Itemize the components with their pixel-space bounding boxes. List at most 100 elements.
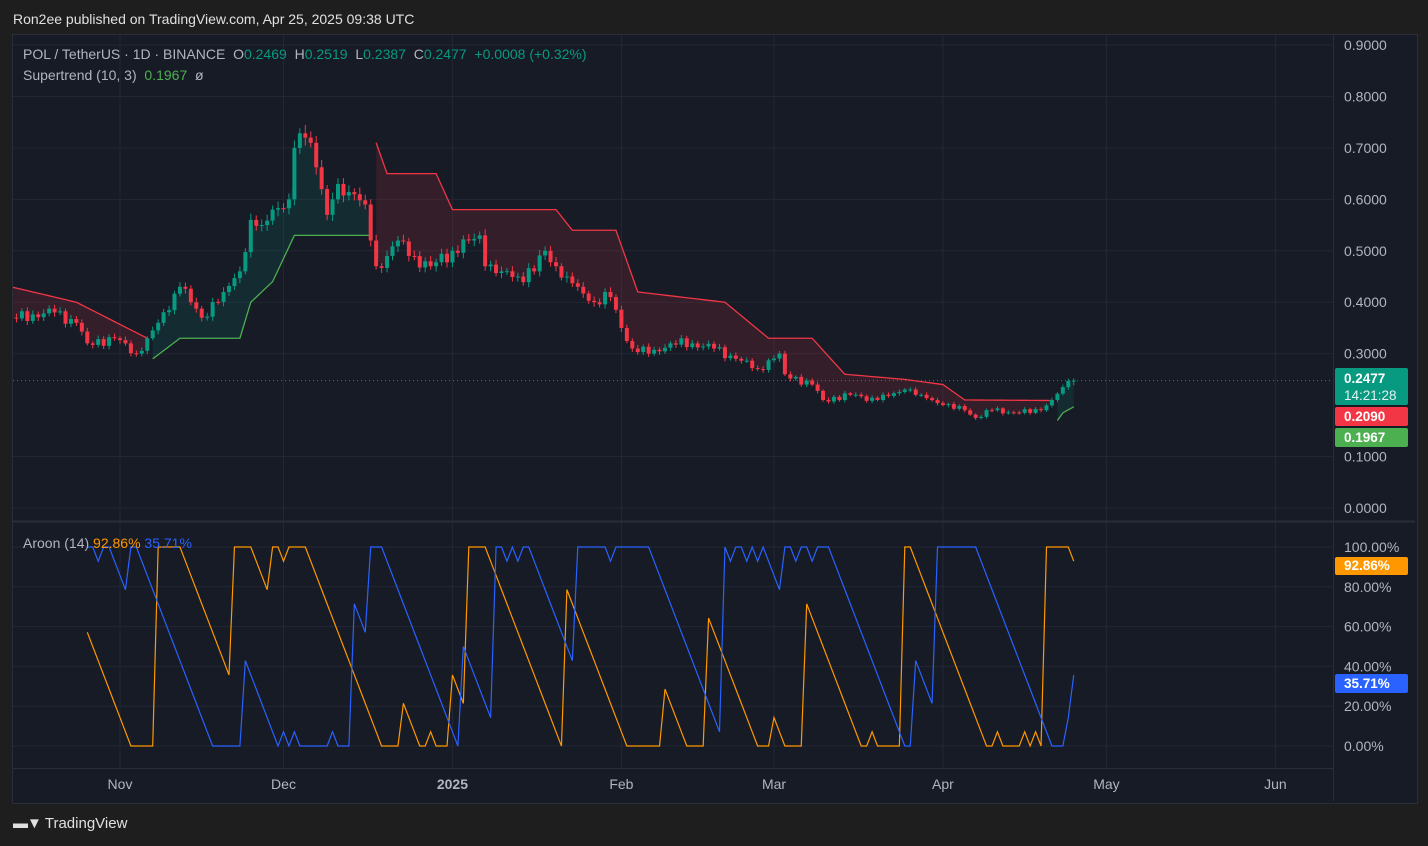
candle <box>434 258 439 272</box>
candle <box>652 346 657 356</box>
candle-body <box>951 404 956 409</box>
price-tick-label: 0.6000 <box>1344 191 1387 207</box>
aroon-legend[interactable]: Aroon (14) 92.86% 35.71% <box>23 535 192 551</box>
aroon-up-line <box>86 546 1075 748</box>
candle-body <box>935 400 940 404</box>
candle-body <box>842 393 847 401</box>
candle <box>341 178 346 203</box>
candle-body <box>870 397 875 401</box>
candle <box>276 201 281 217</box>
candle <box>74 315 79 327</box>
candle <box>663 344 667 354</box>
candle-body <box>891 393 896 396</box>
candle <box>308 131 313 148</box>
candle-body <box>744 360 749 362</box>
candle-body <box>510 271 515 277</box>
candle <box>210 297 215 321</box>
price-tick-label: 0.4000 <box>1344 294 1387 310</box>
candle <box>597 298 602 308</box>
candle <box>902 387 907 394</box>
tradingview-logo[interactable]: ▬▼ TradingView <box>13 815 127 832</box>
candle <box>570 272 575 288</box>
candle <box>14 313 19 323</box>
candle-body <box>232 278 237 286</box>
candle-body <box>788 374 793 379</box>
candle <box>216 298 221 305</box>
candle-body <box>292 147 297 200</box>
candle <box>973 413 978 420</box>
time-tick-label: Mar <box>762 776 786 792</box>
candle <box>1017 410 1022 415</box>
candle-body <box>821 390 826 400</box>
candle <box>494 259 499 277</box>
candle <box>706 340 711 350</box>
candle-body <box>128 343 133 354</box>
candle <box>673 340 678 348</box>
time-tick-label: Nov <box>108 776 133 792</box>
candle-body <box>772 358 776 361</box>
candle <box>1028 408 1033 415</box>
candle-body <box>167 310 172 313</box>
candle-body <box>913 389 918 395</box>
candle-body <box>85 331 90 344</box>
aroon-down-line <box>87 545 1075 748</box>
chart-frame[interactable] <box>12 34 1418 804</box>
candle <box>521 272 526 286</box>
candle <box>85 327 90 346</box>
candle <box>346 185 351 201</box>
candle <box>831 394 836 404</box>
candle <box>564 271 569 283</box>
candle-body <box>1028 409 1033 413</box>
candle-body <box>483 235 488 267</box>
supertrend-up-fill <box>1057 380 1074 421</box>
candle <box>624 324 629 344</box>
candle <box>128 340 133 357</box>
candle <box>461 235 466 259</box>
candle-body <box>134 353 139 355</box>
candle <box>668 340 673 351</box>
candle-body <box>717 347 722 349</box>
candle-body <box>14 317 19 319</box>
candle <box>979 414 984 420</box>
candle-body <box>962 406 967 411</box>
candle-body <box>286 199 291 209</box>
aroon-down-value: 35.71% <box>144 535 192 551</box>
supertrend-legend[interactable]: Supertrend (10, 3) 0.1967 ø <box>23 67 204 83</box>
time-tick-label: Dec <box>271 776 296 792</box>
candle-body <box>968 410 973 415</box>
candle-body <box>74 319 79 323</box>
time-tick-label: 2025 <box>437 776 468 792</box>
candle <box>445 248 449 268</box>
candle-body <box>908 389 913 391</box>
supertrend-down-tag: 0.2090 <box>1335 407 1408 426</box>
candle <box>641 344 646 355</box>
candle <box>1066 378 1071 390</box>
candle <box>243 248 248 275</box>
candle-body <box>984 410 989 417</box>
candle <box>68 314 73 328</box>
candle <box>96 335 101 348</box>
low-value: 0.2387 <box>363 46 406 62</box>
candle-body <box>810 380 815 385</box>
candle-body <box>537 255 542 272</box>
candle-body <box>488 264 493 267</box>
candle <box>613 294 618 314</box>
candle <box>145 336 150 355</box>
candle <box>270 205 275 225</box>
candle <box>401 234 406 245</box>
candle <box>232 273 237 290</box>
price-tick-label: 0.9000 <box>1344 37 1387 53</box>
candle <box>913 387 918 397</box>
aroon-tick-label: 100.00% <box>1344 539 1399 555</box>
candle-body <box>597 302 602 305</box>
candle <box>755 365 760 372</box>
symbol-title[interactable]: POL / TetherUS · 1D · BINANCE <box>23 46 226 62</box>
high-value: 0.2519 <box>304 46 348 62</box>
candle-body <box>864 396 869 401</box>
candle <box>254 215 259 231</box>
candle-body <box>564 276 569 278</box>
candle-body <box>194 302 199 309</box>
candle <box>543 246 548 261</box>
candle-body <box>36 314 41 318</box>
